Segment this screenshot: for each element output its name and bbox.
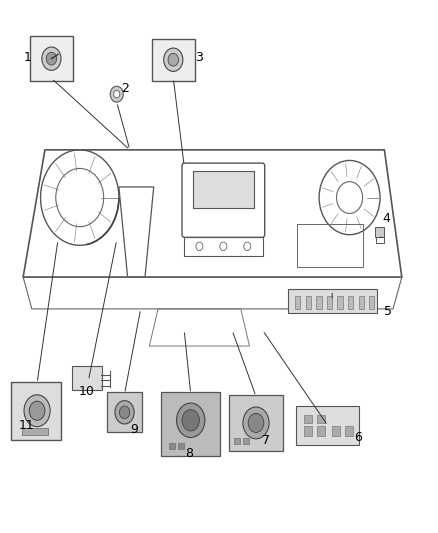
Bar — [327, 296, 332, 309]
FancyBboxPatch shape — [11, 382, 61, 440]
Text: 6: 6 — [354, 431, 362, 444]
Text: 11: 11 — [19, 419, 35, 432]
Text: 4: 4 — [383, 212, 391, 225]
Text: 7: 7 — [262, 434, 270, 447]
Ellipse shape — [182, 410, 199, 431]
Ellipse shape — [177, 403, 205, 438]
Circle shape — [164, 48, 183, 71]
FancyBboxPatch shape — [107, 392, 142, 432]
Text: 1: 1 — [24, 51, 32, 63]
Bar — [306, 296, 311, 309]
Bar — [359, 296, 364, 309]
Circle shape — [46, 52, 57, 65]
Bar — [178, 443, 184, 449]
Circle shape — [114, 91, 120, 98]
Text: 8: 8 — [185, 447, 194, 459]
Text: 9: 9 — [130, 423, 138, 436]
Bar — [193, 171, 254, 208]
Bar — [376, 233, 384, 243]
Bar — [345, 425, 353, 436]
Bar — [317, 425, 325, 436]
Text: 2: 2 — [121, 83, 129, 95]
Circle shape — [29, 401, 45, 420]
Bar — [295, 296, 300, 309]
FancyBboxPatch shape — [229, 395, 283, 451]
Circle shape — [248, 414, 264, 432]
Text: 5: 5 — [384, 305, 392, 318]
Bar — [297, 224, 363, 266]
Bar — [317, 415, 325, 423]
FancyBboxPatch shape — [297, 406, 359, 445]
Circle shape — [168, 53, 179, 66]
Bar — [184, 237, 262, 256]
Circle shape — [115, 401, 134, 424]
Bar — [169, 443, 175, 449]
Bar — [234, 438, 240, 444]
FancyBboxPatch shape — [152, 38, 195, 81]
Bar — [304, 425, 312, 436]
Bar — [304, 415, 312, 423]
Circle shape — [243, 407, 269, 439]
FancyBboxPatch shape — [288, 289, 377, 313]
Text: 3: 3 — [195, 51, 203, 63]
Bar — [316, 296, 321, 309]
Bar — [369, 296, 374, 309]
Bar — [22, 428, 48, 434]
FancyBboxPatch shape — [30, 36, 73, 81]
Bar — [348, 296, 353, 309]
FancyBboxPatch shape — [161, 392, 220, 456]
Circle shape — [42, 47, 61, 70]
Circle shape — [119, 406, 130, 419]
Circle shape — [110, 86, 123, 102]
Bar — [243, 438, 249, 444]
Bar — [375, 227, 384, 237]
Bar — [337, 296, 343, 309]
Circle shape — [24, 395, 50, 426]
Bar — [332, 425, 340, 436]
Text: 10: 10 — [79, 385, 95, 398]
FancyBboxPatch shape — [72, 366, 102, 390]
